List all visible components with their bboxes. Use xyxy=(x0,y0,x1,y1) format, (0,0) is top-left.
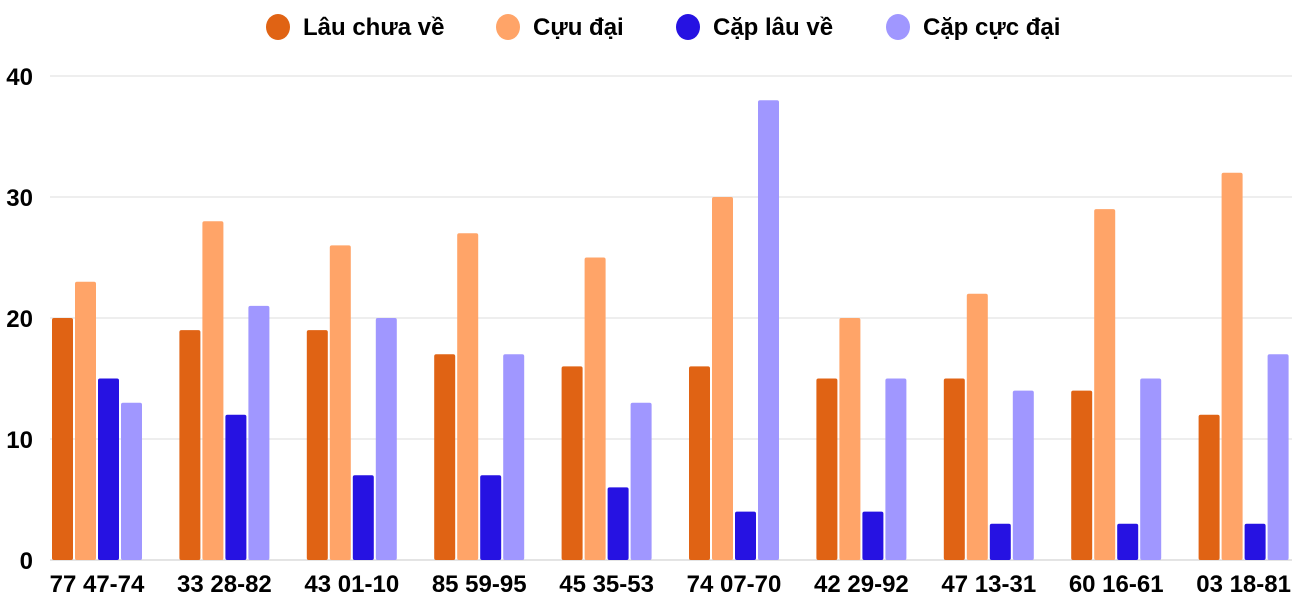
bar-2 xyxy=(457,233,479,561)
bar-1 xyxy=(689,366,710,560)
bar-3 xyxy=(989,523,1011,560)
bar-1 xyxy=(1071,390,1093,560)
legend-marker-icon xyxy=(266,14,290,40)
bar-4 xyxy=(1012,390,1034,560)
x-tick-label: 60 16-61 xyxy=(1069,571,1164,598)
bar-4 xyxy=(503,354,525,560)
bar-1 xyxy=(52,318,73,560)
bar-1 xyxy=(306,330,328,560)
bar-3 xyxy=(352,475,374,560)
y-tick-label: 20 xyxy=(6,306,33,333)
bar-4 xyxy=(758,100,779,560)
bar-2 xyxy=(966,293,988,560)
bar-1 xyxy=(943,378,965,560)
bar-2 xyxy=(75,281,96,560)
y-tick-label: 10 xyxy=(6,427,33,454)
bar-1 xyxy=(1198,414,1220,560)
y-axis-ticks: 0 10 20 30 40 xyxy=(6,64,33,575)
bar-3 xyxy=(607,487,629,560)
legend-marker-icon xyxy=(676,14,700,40)
bar-4 xyxy=(375,318,397,560)
x-axis-ticks: 77 47-74 33 28-82 43 01-10 85 59-95 45 35-53… xyxy=(50,571,1291,598)
y-tick-label: 40 xyxy=(6,64,33,91)
bar-4 xyxy=(121,402,142,560)
bar-4 xyxy=(1140,378,1162,560)
legend-marker-icon xyxy=(886,14,910,40)
bar-3 xyxy=(480,475,502,560)
bar-2 xyxy=(1221,172,1243,561)
x-tick-label: 77 47-74 xyxy=(50,571,145,598)
legend-label: Cặp cực đại xyxy=(923,14,1060,41)
bar-4 xyxy=(1267,354,1289,560)
y-tick-label: 0 xyxy=(20,548,33,575)
x-tick-label: 43 01-10 xyxy=(304,571,399,598)
bar-4 xyxy=(885,378,907,560)
bars xyxy=(52,100,1289,561)
bar-3 xyxy=(1117,523,1139,560)
legend-label: Cựu đại xyxy=(533,14,624,41)
bar-1 xyxy=(434,354,456,560)
bar-2 xyxy=(329,245,351,560)
bar-3 xyxy=(735,511,756,560)
bar-1 xyxy=(179,330,201,560)
bar-1 xyxy=(816,378,838,560)
legend-label: Cặp lâu về xyxy=(713,14,833,41)
legend-item: Cựu đại xyxy=(496,14,624,41)
bar-2 xyxy=(584,257,606,560)
bar-2 xyxy=(712,197,733,560)
bar-2 xyxy=(839,318,861,560)
legend-marker-icon xyxy=(496,14,520,40)
bar-4 xyxy=(248,305,270,560)
bar-3 xyxy=(1244,523,1266,560)
x-tick-label: 42 29-92 xyxy=(814,571,909,598)
legend-label: Lâu chưa về xyxy=(303,14,444,41)
legend-item: Cặp cực đại xyxy=(886,14,1060,41)
y-tick-label: 30 xyxy=(6,185,33,212)
bar-3 xyxy=(225,414,247,560)
bar-1 xyxy=(561,366,583,560)
legend: Lâu chưa về Cựu đại Cặp lâu về Cặp cực đại xyxy=(266,14,1060,41)
bar-2 xyxy=(202,221,224,560)
x-tick-label: 85 59-95 xyxy=(432,571,527,598)
x-tick-label: 74 07-70 xyxy=(687,571,782,598)
legend-item: Lâu chưa về xyxy=(266,14,444,41)
legend-item: Cặp lâu về xyxy=(676,14,833,41)
x-tick-label: 47 13-31 xyxy=(941,571,1036,598)
bar-2 xyxy=(1094,209,1116,560)
x-tick-label: 33 28-82 xyxy=(177,571,272,598)
x-tick-label: 45 35-53 xyxy=(559,571,654,598)
bar-3 xyxy=(862,511,884,560)
bar-4 xyxy=(630,402,652,560)
x-tick-label: 03 18-81 xyxy=(1196,571,1291,598)
bar-3 xyxy=(98,378,119,560)
